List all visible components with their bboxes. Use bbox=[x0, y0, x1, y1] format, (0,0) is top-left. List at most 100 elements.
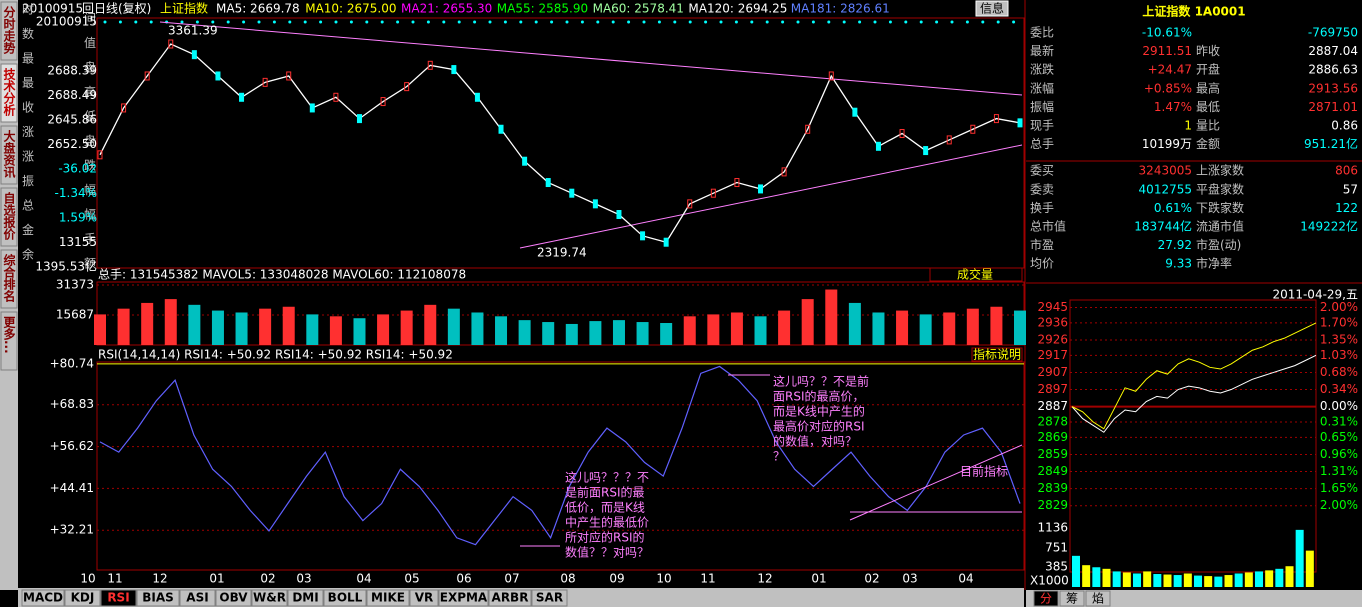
intraday-vol-bar bbox=[1173, 575, 1182, 587]
signal-dot bbox=[118, 20, 122, 24]
quote-value: -769750 bbox=[1308, 26, 1358, 40]
annotation: 数值？？对吗？ bbox=[565, 545, 649, 560]
indicator-tab-label: VR bbox=[415, 591, 434, 605]
indicator-tab[interactable] bbox=[179, 589, 216, 607]
indicator-tab[interactable] bbox=[21, 589, 65, 607]
signal-dot bbox=[242, 20, 246, 24]
side-tab[interactable] bbox=[0, 311, 18, 371]
volume-bar bbox=[872, 312, 885, 345]
indicator-tab-label: SAR bbox=[536, 591, 563, 605]
quote-label: 委买 bbox=[1030, 164, 1054, 178]
info-button[interactable] bbox=[975, 0, 1009, 17]
signal-dot bbox=[580, 20, 584, 24]
indicator-tab[interactable] bbox=[531, 589, 568, 607]
indicator-tab[interactable] bbox=[488, 589, 532, 607]
low-label: 2319.74 bbox=[537, 246, 587, 260]
x-label: 08 bbox=[560, 572, 575, 586]
intraday-tick: 2849 bbox=[1037, 464, 1068, 478]
quote-label: 最新 bbox=[1030, 43, 1054, 58]
x-label: 10 bbox=[656, 572, 671, 586]
intraday-tab[interactable] bbox=[1085, 590, 1111, 607]
help-button-label: 指标说明 bbox=[973, 347, 1021, 362]
volume-bar bbox=[188, 304, 201, 345]
side-tab-label: 分时走势 bbox=[2, 5, 16, 55]
signal-dot bbox=[965, 20, 969, 24]
intraday-tab[interactable] bbox=[1033, 590, 1059, 607]
info-label: 涨 bbox=[22, 149, 34, 164]
quote-label: 下跌家数 bbox=[1196, 200, 1244, 215]
quote-value: 2887.04 bbox=[1308, 44, 1358, 58]
intraday-tick: 2897 bbox=[1037, 382, 1068, 396]
info-value: 20100915 bbox=[36, 15, 97, 29]
signal-dot bbox=[981, 20, 985, 24]
intraday-tab[interactable] bbox=[1059, 590, 1085, 607]
rsi-header: RSI(14,14,14) RSI14: +50.92 RSI14: +50.9… bbox=[98, 348, 453, 362]
intraday-pct: 1.70% bbox=[1320, 315, 1358, 329]
indicator-tab[interactable] bbox=[409, 589, 439, 607]
x-label: 03 bbox=[902, 572, 917, 586]
side-tab[interactable] bbox=[0, 1, 18, 61]
side-tab[interactable] bbox=[0, 125, 18, 185]
annotation: 的数值，对吗？ bbox=[773, 434, 857, 449]
intraday-vol-tick: 385 bbox=[1045, 560, 1068, 574]
signal-dot bbox=[349, 20, 353, 24]
candle bbox=[498, 124, 504, 134]
side-tab[interactable] bbox=[0, 63, 18, 123]
rsi-tick-label: +68.83 bbox=[50, 397, 94, 411]
intraday-vol-bar bbox=[1194, 575, 1202, 587]
intraday-date: 2011-04-29,五 bbox=[1272, 288, 1358, 302]
info-label: 间 bbox=[84, 12, 96, 26]
info-label: 余 bbox=[22, 247, 34, 262]
help-button[interactable] bbox=[971, 347, 1023, 362]
signal-dot bbox=[888, 20, 892, 24]
quote-label: 委卖 bbox=[1030, 182, 1054, 196]
side-tab[interactable] bbox=[0, 187, 18, 247]
indicator-tab[interactable] bbox=[136, 589, 180, 607]
signal-dot bbox=[319, 20, 323, 24]
indicator-tab[interactable] bbox=[287, 589, 324, 607]
quote-value: 2871.01 bbox=[1308, 100, 1358, 114]
indicator-tab[interactable] bbox=[215, 589, 252, 607]
intraday-vol-bar bbox=[1285, 566, 1294, 587]
rsi-tick-label: +44.41 bbox=[50, 481, 94, 495]
candle bbox=[474, 92, 480, 102]
ma-label: MA10: 2675.00 bbox=[305, 2, 396, 16]
volume-tick-label: 15687 bbox=[56, 307, 94, 321]
candle bbox=[946, 135, 952, 145]
info-label: 跌 bbox=[84, 158, 96, 173]
volume-bar bbox=[117, 308, 130, 345]
signal-dot bbox=[904, 20, 908, 24]
indicator-tab[interactable] bbox=[100, 589, 137, 607]
annotation: ？ bbox=[773, 450, 785, 464]
volume-bar bbox=[518, 320, 531, 345]
intraday-vol-bar bbox=[1224, 575, 1233, 587]
candle bbox=[144, 71, 150, 81]
info-label: 盘 bbox=[84, 60, 96, 75]
rsi-frame bbox=[96, 361, 1025, 571]
indicator-tab[interactable] bbox=[251, 589, 288, 607]
side-tab-label: 综合排名 bbox=[2, 253, 16, 303]
signal-dot bbox=[503, 20, 507, 24]
signal-dot bbox=[657, 20, 661, 24]
indicator-tab[interactable] bbox=[366, 589, 410, 607]
signal-dot bbox=[1012, 20, 1016, 24]
signal-dot bbox=[380, 20, 384, 24]
signal-dot bbox=[765, 20, 769, 24]
indicator-tab[interactable] bbox=[64, 589, 101, 607]
intraday-pct: 0.96% bbox=[1320, 447, 1358, 461]
side-tab[interactable] bbox=[0, 249, 18, 309]
annotation: 这儿吗？？不是前 bbox=[773, 374, 869, 389]
volume-bar bbox=[259, 308, 272, 345]
volume-button[interactable] bbox=[929, 267, 1023, 282]
volume-bar bbox=[1014, 310, 1026, 345]
info-value: -1.34% bbox=[55, 186, 97, 200]
indicator-tab[interactable] bbox=[323, 589, 367, 607]
info-label: 高 bbox=[84, 84, 96, 99]
indicator-tab[interactable] bbox=[438, 589, 489, 607]
intraday-vol-tick: 751 bbox=[1045, 540, 1068, 554]
volume-bar bbox=[565, 323, 578, 345]
quote-value: +0.85% bbox=[1144, 81, 1192, 95]
candle bbox=[993, 114, 999, 124]
intraday-tick: 2907 bbox=[1037, 365, 1068, 379]
indicator-tab-label: MACD bbox=[23, 591, 63, 605]
